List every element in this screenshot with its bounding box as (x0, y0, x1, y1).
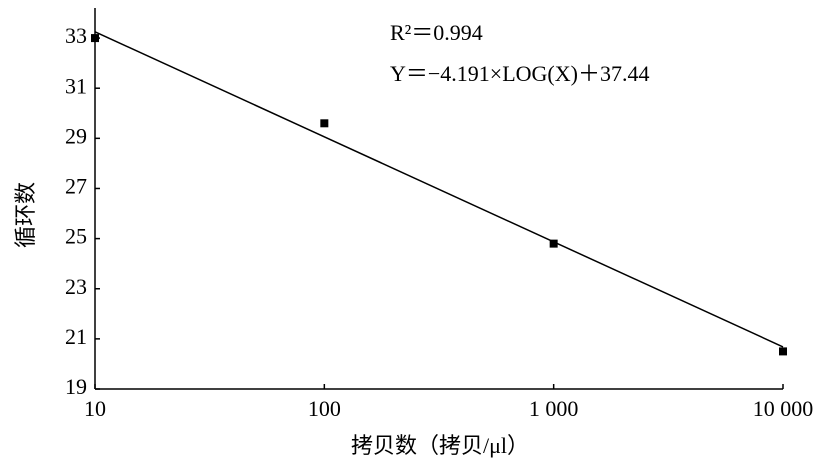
y-tick-label: 21 (65, 324, 87, 349)
x-tick-label: 10 000 (753, 396, 814, 421)
point (549, 239, 558, 248)
y-tick-label: 29 (65, 123, 87, 148)
x-tick-label: 10 (84, 396, 106, 421)
fit-line (94, 31, 784, 348)
x-axis-label: 拷贝数（拷贝/μl） (351, 433, 529, 458)
x-tick-label: 100 (308, 396, 341, 421)
y-tick-label: 19 (65, 374, 87, 399)
annotation: Y＝−4.191×LOG(X)＋37.44 (390, 61, 649, 86)
annotation: R²＝0.994 (390, 20, 483, 45)
y-axis-label: 循环数 (13, 182, 38, 248)
point (779, 347, 787, 356)
point (320, 119, 329, 128)
x-tick-label: 1 000 (529, 396, 579, 421)
y-tick-label: 25 (65, 224, 87, 249)
y-tick-label: 31 (65, 73, 87, 98)
point (91, 34, 99, 43)
y-tick-label: 23 (65, 274, 87, 299)
y-tick-label: 27 (65, 174, 87, 199)
y-tick-label: 33 (65, 23, 87, 48)
